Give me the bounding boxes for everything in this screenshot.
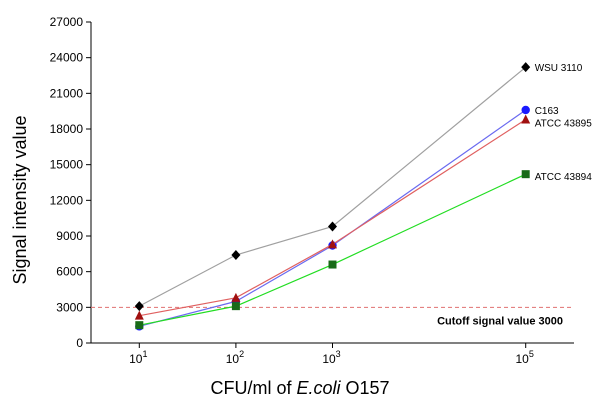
x-tick-label: 102	[226, 349, 244, 366]
x-axis-title-suffix: O157	[340, 378, 389, 398]
y-tick-label: 6000	[56, 265, 83, 279]
x-tick-label-exponent: 1	[142, 349, 147, 359]
y-axis-title: Signal intensity value	[10, 115, 30, 284]
data-point	[134, 301, 144, 312]
series-label: WSU 3110	[535, 63, 583, 74]
x-tick-label: 101	[129, 349, 147, 366]
data-point	[134, 310, 144, 320]
data-point	[328, 221, 337, 232]
data-point	[521, 114, 531, 124]
x-tick-label-exponent: 2	[239, 349, 244, 359]
data-point	[521, 170, 530, 179]
data-point	[521, 62, 531, 73]
x-axis-title: CFU/ml of E.coli O157	[210, 378, 389, 398]
data-point	[231, 250, 241, 261]
data-point	[231, 292, 241, 302]
x-tick-label-exponent: 3	[336, 349, 341, 359]
x-tick-label-exponent: 5	[529, 349, 534, 359]
series-label: ATCC 43894	[535, 172, 593, 183]
x-tick-label: 105	[516, 349, 534, 366]
x-tick-label-base: 10	[129, 352, 143, 366]
x-tick-label-base: 10	[516, 352, 530, 366]
series-line	[139, 109, 527, 327]
series-atcc-43895: ATCC 43895	[134, 114, 593, 320]
x-tick-label-base: 10	[226, 352, 240, 366]
y-tick-label: 24000	[50, 51, 84, 65]
x-axis-title-prefix: CFU/ml of	[210, 378, 296, 398]
y-tick-label: 18000	[50, 122, 84, 136]
x-axis-title-organism: E.coli	[296, 378, 341, 398]
series-line	[139, 118, 527, 317]
y-tick-label: 9000	[56, 229, 83, 243]
series-label: C163	[535, 106, 559, 117]
y-axis: 0 3000 6000 9000 12000 15000 18000 21000 24000 27…	[50, 15, 92, 350]
y-tick-label: 21000	[50, 86, 84, 100]
series-line	[139, 173, 526, 326]
y-tick-label: 15000	[50, 158, 84, 172]
series-wsu-3110: WSU 3110	[134, 62, 583, 312]
series-label: ATCC 43895	[535, 118, 593, 129]
cutoff-label: Cutoff signal value 3000	[437, 315, 563, 327]
data-point	[328, 260, 337, 269]
data-point	[328, 239, 337, 249]
data-point	[135, 321, 144, 330]
x-tick-label: 103	[322, 349, 340, 366]
series-line	[139, 66, 527, 307]
data-point	[521, 105, 530, 115]
y-tick-label: 3000	[56, 300, 83, 314]
y-tick-label: 0	[76, 336, 83, 350]
y-tick-label: 27000	[50, 15, 84, 29]
cutoff-group: Cutoff signal value 3000	[91, 306, 574, 327]
x-tick-label-base: 10	[322, 352, 336, 366]
x-axis: 101 102 103 105	[91, 342, 574, 366]
series-atcc-43894: ATCC 43894	[135, 170, 593, 330]
y-tick-label: 12000	[50, 193, 84, 207]
data-point	[231, 302, 240, 311]
